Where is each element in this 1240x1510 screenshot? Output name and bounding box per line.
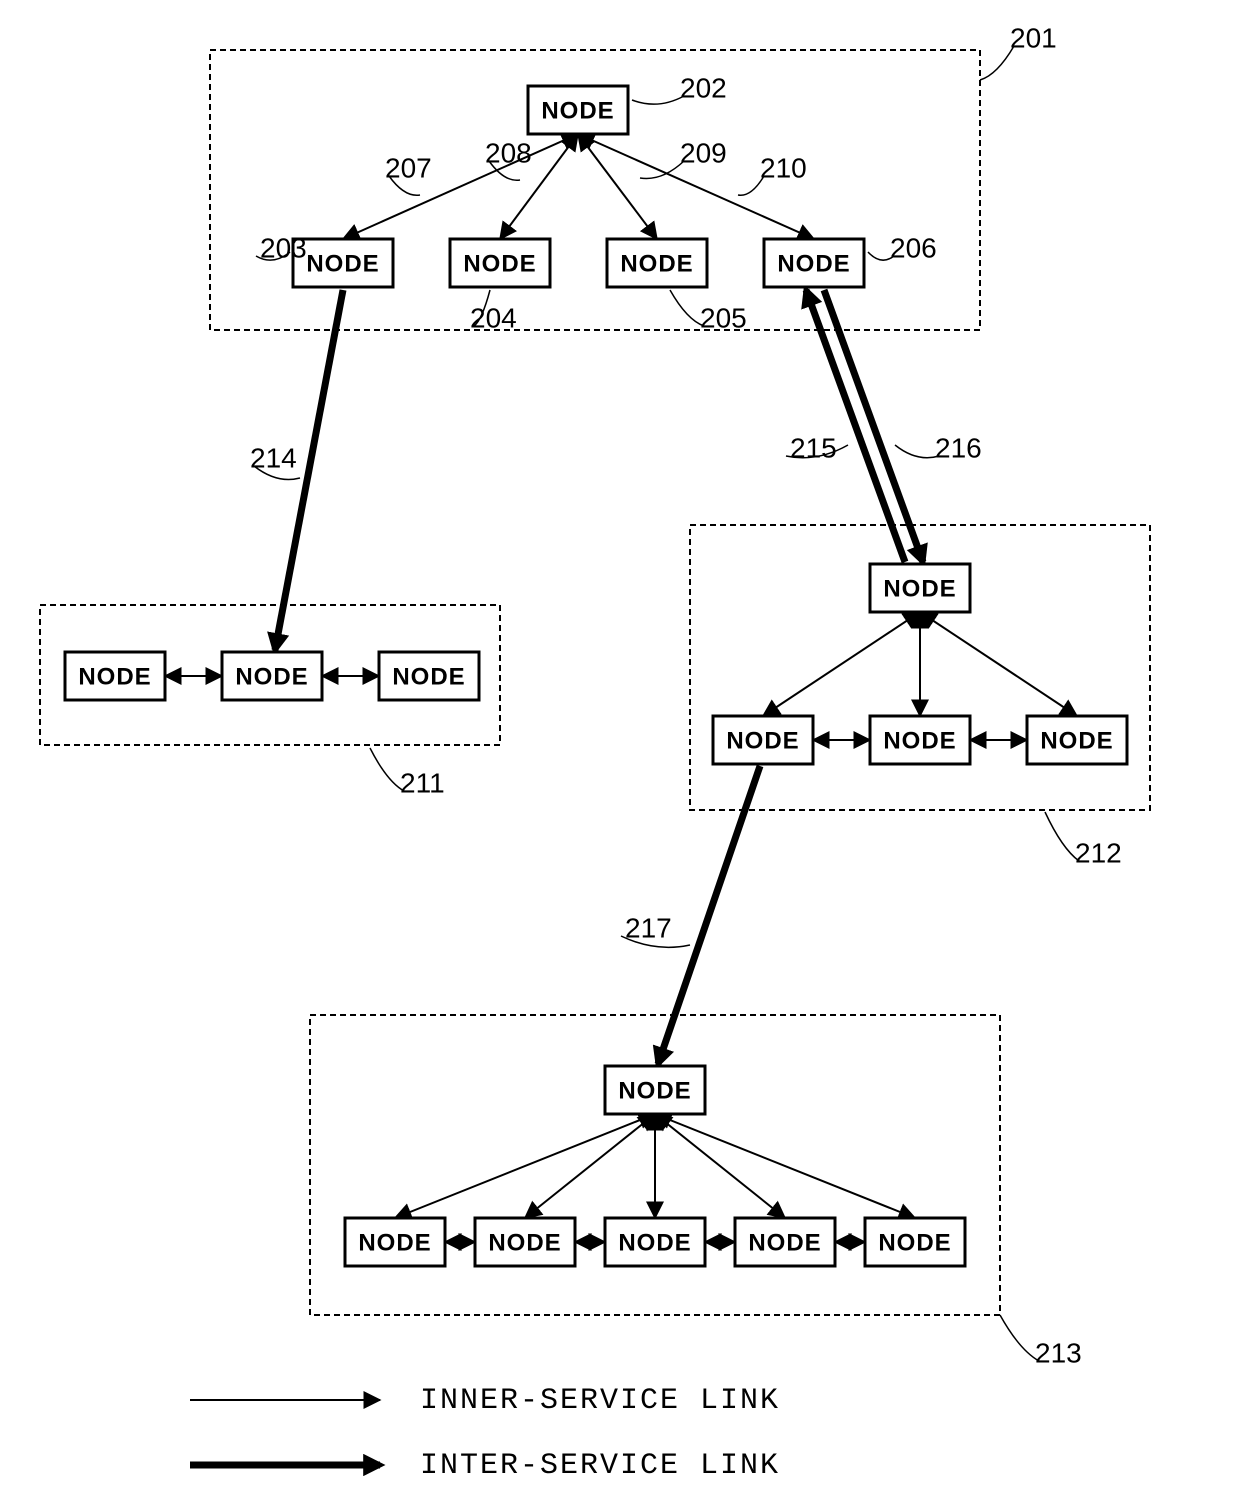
node-label: NODE	[306, 251, 379, 278]
ref-label-205: 205	[700, 302, 747, 333]
node-n211c: NODE	[379, 652, 479, 700]
node-label: NODE	[618, 1078, 691, 1105]
ref-label-215: 215	[790, 432, 837, 463]
ref-label-216: 216	[935, 432, 982, 463]
node-label: NODE	[883, 728, 956, 755]
ref-label-214: 214	[250, 442, 297, 473]
node-n212a: NODE	[713, 716, 813, 764]
inner-link	[525, 1114, 655, 1218]
ref-label-203: 203	[260, 232, 307, 263]
node-n213a: NODE	[345, 1218, 445, 1266]
node-label: NODE	[777, 251, 850, 278]
node-label: NODE	[620, 251, 693, 278]
node-label: NODE	[878, 1230, 951, 1257]
ref-leader	[370, 748, 404, 791]
ref-label-206: 206	[890, 232, 937, 263]
ref-leader	[1000, 1315, 1039, 1361]
node-n206: NODE	[764, 239, 864, 287]
node-n212t: NODE	[870, 564, 970, 612]
node-label: NODE	[358, 1230, 431, 1257]
node-n213c: NODE	[605, 1218, 705, 1266]
ref-label-212: 212	[1075, 837, 1122, 868]
node-label: NODE	[78, 664, 151, 691]
ref-label-217: 217	[625, 912, 672, 943]
legend-inter-label: INTER-SERVICE LINK	[420, 1449, 780, 1483]
node-label: NODE	[541, 98, 614, 125]
diagram-canvas: NODE NODE NODE NODE NODE NODE NODE NODE NODE NODE…	[0, 0, 1240, 1510]
ref-label-208: 208	[485, 137, 532, 168]
node-label: NODE	[392, 664, 465, 691]
ref-label-210: 210	[760, 152, 807, 183]
node-n213d: NODE	[735, 1218, 835, 1266]
node-n211a: NODE	[65, 652, 165, 700]
inner-link	[655, 1114, 785, 1218]
ref-leader	[632, 96, 684, 104]
ref-leader	[980, 46, 1014, 80]
ref-label-202: 202	[680, 72, 727, 103]
node-n212b: NODE	[870, 716, 970, 764]
ref-label-207: 207	[385, 152, 432, 183]
node-label: NODE	[235, 664, 308, 691]
node-label: NODE	[726, 728, 799, 755]
ref-label-209: 209	[680, 137, 727, 168]
node-n203: NODE	[293, 239, 393, 287]
node-n212c: NODE	[1027, 716, 1127, 764]
legend-inner-label: INNER-SERVICE LINK	[420, 1384, 780, 1418]
ref-label-204: 204	[470, 302, 517, 333]
inner-link	[395, 1114, 655, 1218]
node-n204: NODE	[450, 239, 550, 287]
node-n211b: NODE	[222, 652, 322, 700]
inner-link	[655, 1114, 915, 1218]
node-label: NODE	[618, 1230, 691, 1257]
node-n205: NODE	[607, 239, 707, 287]
ref-label-201: 201	[1010, 22, 1057, 53]
node-n213t: NODE	[605, 1066, 705, 1114]
node-label: NODE	[488, 1230, 561, 1257]
ref-leader	[1045, 812, 1079, 861]
ref-label-213: 213	[1035, 1337, 1082, 1368]
node-label: NODE	[1040, 728, 1113, 755]
node-label: NODE	[748, 1230, 821, 1257]
node-label: NODE	[883, 576, 956, 603]
node-n213e: NODE	[865, 1218, 965, 1266]
ref-label-211: 211	[400, 767, 445, 798]
ref-leader	[895, 445, 939, 458]
inner-link	[578, 134, 657, 239]
inner-link	[763, 612, 920, 716]
node-n202: NODE	[528, 86, 628, 134]
inner-link	[920, 612, 1077, 716]
node-n213b: NODE	[475, 1218, 575, 1266]
inner-link	[343, 134, 578, 239]
ref-leader	[670, 290, 704, 326]
node-label: NODE	[463, 251, 536, 278]
